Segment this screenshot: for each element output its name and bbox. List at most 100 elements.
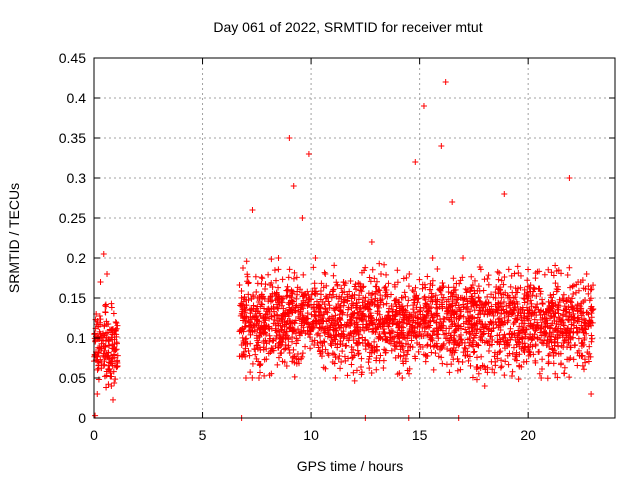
data-point (570, 310, 577, 317)
data-point (535, 348, 542, 355)
data-point (373, 354, 380, 361)
data-point (442, 79, 449, 85)
data-point (402, 293, 409, 300)
data-point (404, 367, 411, 374)
data-point (283, 321, 290, 328)
data-point (589, 306, 596, 313)
data-point (336, 316, 343, 323)
data-point (293, 335, 300, 342)
data-point (361, 267, 368, 274)
data-point (355, 351, 362, 358)
data-point (114, 322, 121, 329)
data-point (507, 325, 514, 332)
data-point (582, 359, 589, 366)
data-point (249, 374, 256, 381)
data-point (297, 286, 304, 293)
data-point (538, 339, 545, 346)
data-point (408, 323, 415, 330)
data-point (400, 319, 407, 326)
data-point (326, 291, 333, 298)
data-point (507, 283, 514, 290)
data-point (491, 353, 498, 360)
data-point (486, 321, 493, 328)
data-point (527, 282, 534, 289)
data-point (263, 340, 270, 347)
data-point (557, 319, 564, 325)
data-point (462, 352, 469, 359)
data-point (362, 336, 369, 343)
data-point (416, 276, 423, 283)
data-point (356, 306, 363, 313)
data-point (412, 355, 419, 362)
data-point (348, 317, 355, 324)
data-point (298, 328, 305, 335)
data-point (462, 326, 469, 333)
data-point (439, 303, 446, 310)
data-point (244, 273, 251, 280)
data-point (343, 342, 350, 349)
data-point (382, 333, 389, 340)
data-point (457, 366, 464, 373)
data-point (446, 369, 453, 376)
chart-grid (94, 58, 615, 418)
data-point (525, 266, 532, 273)
data-point (417, 316, 424, 323)
data-point (260, 346, 267, 353)
data-point (570, 282, 577, 289)
data-point (384, 316, 391, 323)
data-point (547, 292, 554, 299)
data-point (110, 368, 117, 375)
data-point (317, 296, 324, 303)
data-point (403, 314, 410, 321)
data-point (102, 309, 109, 316)
data-point (456, 280, 463, 287)
data-point (448, 351, 455, 358)
data-point (394, 320, 401, 327)
data-point (238, 302, 245, 309)
data-point (380, 318, 387, 325)
data-point (565, 340, 572, 347)
data-point (537, 316, 544, 323)
data-point (405, 283, 412, 290)
data-point (258, 274, 265, 281)
data-point (456, 341, 463, 348)
data-point (577, 308, 584, 315)
data-point (435, 353, 442, 360)
data-point (505, 361, 512, 368)
data-point (261, 372, 268, 379)
data-point (365, 290, 372, 297)
data-point (428, 290, 435, 297)
data-point (286, 301, 293, 308)
data-point (112, 376, 119, 383)
data-point (510, 344, 517, 351)
data-point (296, 332, 303, 339)
data-point (259, 301, 266, 308)
data-point (377, 297, 384, 304)
data-point (344, 372, 351, 379)
data-point (509, 330, 516, 337)
data-point (346, 316, 353, 323)
data-point (545, 298, 552, 305)
data-point (258, 300, 265, 307)
data-point (423, 302, 430, 309)
data-point (545, 360, 552, 367)
data-point (578, 343, 585, 350)
data-point (521, 295, 528, 302)
data-point (307, 327, 314, 334)
data-point (474, 314, 481, 321)
data-point (405, 332, 412, 339)
data-point (312, 291, 319, 298)
data-point (324, 309, 331, 316)
data-point (353, 300, 360, 307)
y-tick-label: 0.35 (59, 130, 86, 146)
data-point (502, 334, 509, 341)
data-point (498, 357, 505, 364)
data-point (477, 364, 484, 371)
data-point (397, 346, 404, 353)
data-point (300, 297, 307, 304)
data-point (102, 302, 109, 309)
data-point (335, 331, 342, 338)
data-point (473, 341, 480, 348)
data-point (420, 103, 427, 109)
data-point (341, 296, 348, 303)
